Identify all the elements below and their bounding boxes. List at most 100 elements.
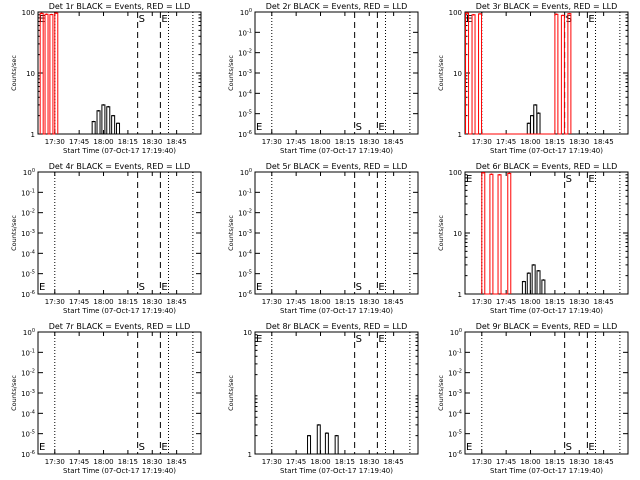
y-tick-label: 10 [26, 70, 35, 78]
event-marker-e: E [39, 442, 45, 453]
event-marker-e: E [378, 122, 384, 133]
panel-title: Det 1r BLACK = Events, RED = LLD [49, 2, 191, 11]
panel-title: Det 4r BLACK = Events, RED = LLD [49, 162, 191, 171]
y-tick-label: 100 [449, 169, 462, 177]
y-tick-label: 1 [458, 131, 462, 139]
x-tick-label: 18:15 [335, 458, 355, 466]
y-axis-label: Counts/sec [437, 55, 445, 91]
x-tick-label: 18:45 [167, 458, 187, 466]
x-tick-label: 17:45 [69, 298, 89, 306]
y-axis-label: Counts/sec [10, 215, 18, 251]
y-axis-label: Counts/sec [10, 375, 18, 411]
y-tick-label: 10-4 [238, 89, 252, 98]
event-marker-e: E [466, 442, 472, 453]
detector-panel-2: Det 2r BLACK = Events, RED = LLD 10-6 10-5… [227, 2, 419, 155]
data-point [45, 13, 48, 16]
x-tick-label: 18:45 [594, 138, 614, 146]
data-point [527, 272, 530, 274]
x-tick-label: 18:45 [384, 458, 404, 466]
event-marker-e: E [466, 14, 472, 25]
data-point [55, 12, 58, 14]
event-marker-e: E [588, 174, 594, 185]
x-axis-label: Start Time (07-Oct-17 17:19:40) [280, 147, 393, 155]
data-series-2 [481, 172, 512, 295]
event-marker-e: E [588, 442, 594, 453]
x-tick-label: 17:30 [262, 298, 282, 306]
x-axis-label: Start Time (07-Oct-17 17:19:40) [63, 147, 176, 155]
x-tick-label: 17:45 [69, 138, 89, 146]
x-tick-label: 17:45 [496, 138, 516, 146]
y-tick-label: 10-4 [238, 249, 252, 258]
x-tick-label: 18:00 [93, 298, 113, 306]
y-tick-label: 10 [243, 329, 252, 337]
plot-frame [254, 11, 419, 135]
data-point [466, 12, 468, 14]
event-marker-s: S [139, 282, 145, 293]
plot-frame [37, 11, 202, 135]
x-tick-label: 18:45 [167, 138, 187, 146]
y-tick-label: 10-3 [21, 389, 35, 398]
x-axis-label: Start Time (07-Oct-17 17:19:40) [490, 147, 603, 155]
y-tick-label: 10-6 [238, 290, 252, 299]
y-axis-label: Counts/sec [227, 215, 235, 251]
plot-frame [37, 331, 202, 455]
y-tick-label: 10-1 [448, 348, 462, 357]
y-tick-label: 10-1 [238, 28, 252, 37]
data-point [317, 424, 320, 426]
x-tick-label: 17:45 [286, 138, 306, 146]
y-tick-label: 10-5 [21, 430, 35, 439]
data-point [335, 434, 338, 437]
data-point [326, 432, 328, 434]
detector-panel-4: Det 4r BLACK = Events, RED = LLD 10-6 10-5… [10, 162, 202, 315]
y-axis-label: Counts/sec [227, 55, 235, 91]
data-point [490, 173, 493, 176]
x-axis-label: Start Time (07-Oct-17 17:19:40) [280, 467, 393, 475]
data-point [537, 112, 540, 114]
panel-title: Det 2r BLACK = Events, RED = LLD [266, 2, 408, 11]
y-tick-label: 10-5 [238, 110, 252, 119]
event-marker-e: E [378, 282, 384, 293]
data-point [107, 105, 110, 108]
x-tick-label: 18:00 [520, 138, 540, 146]
x-tick-label: 17:45 [496, 298, 516, 306]
event-marker-e: E [161, 282, 167, 293]
data-point [532, 264, 535, 266]
y-tick-label: 10-6 [21, 450, 35, 459]
x-tick-label: 18:45 [384, 298, 404, 306]
y-tick-label: 10-6 [448, 450, 462, 459]
x-tick-label: 18:00 [310, 298, 330, 306]
x-tick-label: 17:30 [472, 138, 492, 146]
data-point [537, 270, 540, 272]
plot-frame [464, 11, 629, 135]
x-tick-label: 17:45 [286, 458, 306, 466]
x-tick-label: 18:00 [310, 458, 330, 466]
x-tick-label: 18:30 [569, 298, 589, 306]
detector-panel-9: Det 9r BLACK = Events, RED = LLD 10-6 10-5… [437, 322, 629, 475]
event-marker-s: S [139, 14, 145, 25]
y-tick-label: 10-2 [21, 209, 35, 218]
event-marker-s: S [139, 442, 145, 453]
x-tick-label: 17:45 [496, 458, 516, 466]
data-point [508, 172, 511, 175]
x-tick-label: 17:30 [472, 458, 492, 466]
detector-panel-8: Det 8r BLACK = Events, RED = LLD 1 10 Count… [227, 322, 419, 475]
detector-panel-1: Det 1r BLACK = Events, RED = LLD 1 10 100 Co… [10, 2, 202, 155]
data-point [542, 279, 545, 281]
event-marker-e: E [256, 122, 262, 133]
data-series-2 [39, 12, 59, 135]
x-tick-label: 18:30 [142, 458, 162, 466]
event-marker-e: E [256, 282, 262, 293]
data-point [117, 122, 119, 125]
y-axis-label: Counts/sec [437, 375, 445, 411]
x-tick-label: 18:15 [118, 458, 138, 466]
x-tick-label: 17:30 [45, 458, 65, 466]
x-tick-label: 18:15 [545, 138, 565, 146]
x-tick-label: 17:30 [472, 298, 492, 306]
x-tick-label: 17:30 [262, 458, 282, 466]
y-tick-label: 100 [22, 9, 35, 17]
data-series-1 [307, 424, 339, 455]
detector-panel-5: Det 5r BLACK = Events, RED = LLD 10-6 10-5… [227, 162, 419, 315]
data-point [482, 172, 485, 174]
x-axis-label: Start Time (07-Oct-17 17:19:40) [490, 307, 603, 315]
y-tick-label: 10-2 [238, 49, 252, 58]
